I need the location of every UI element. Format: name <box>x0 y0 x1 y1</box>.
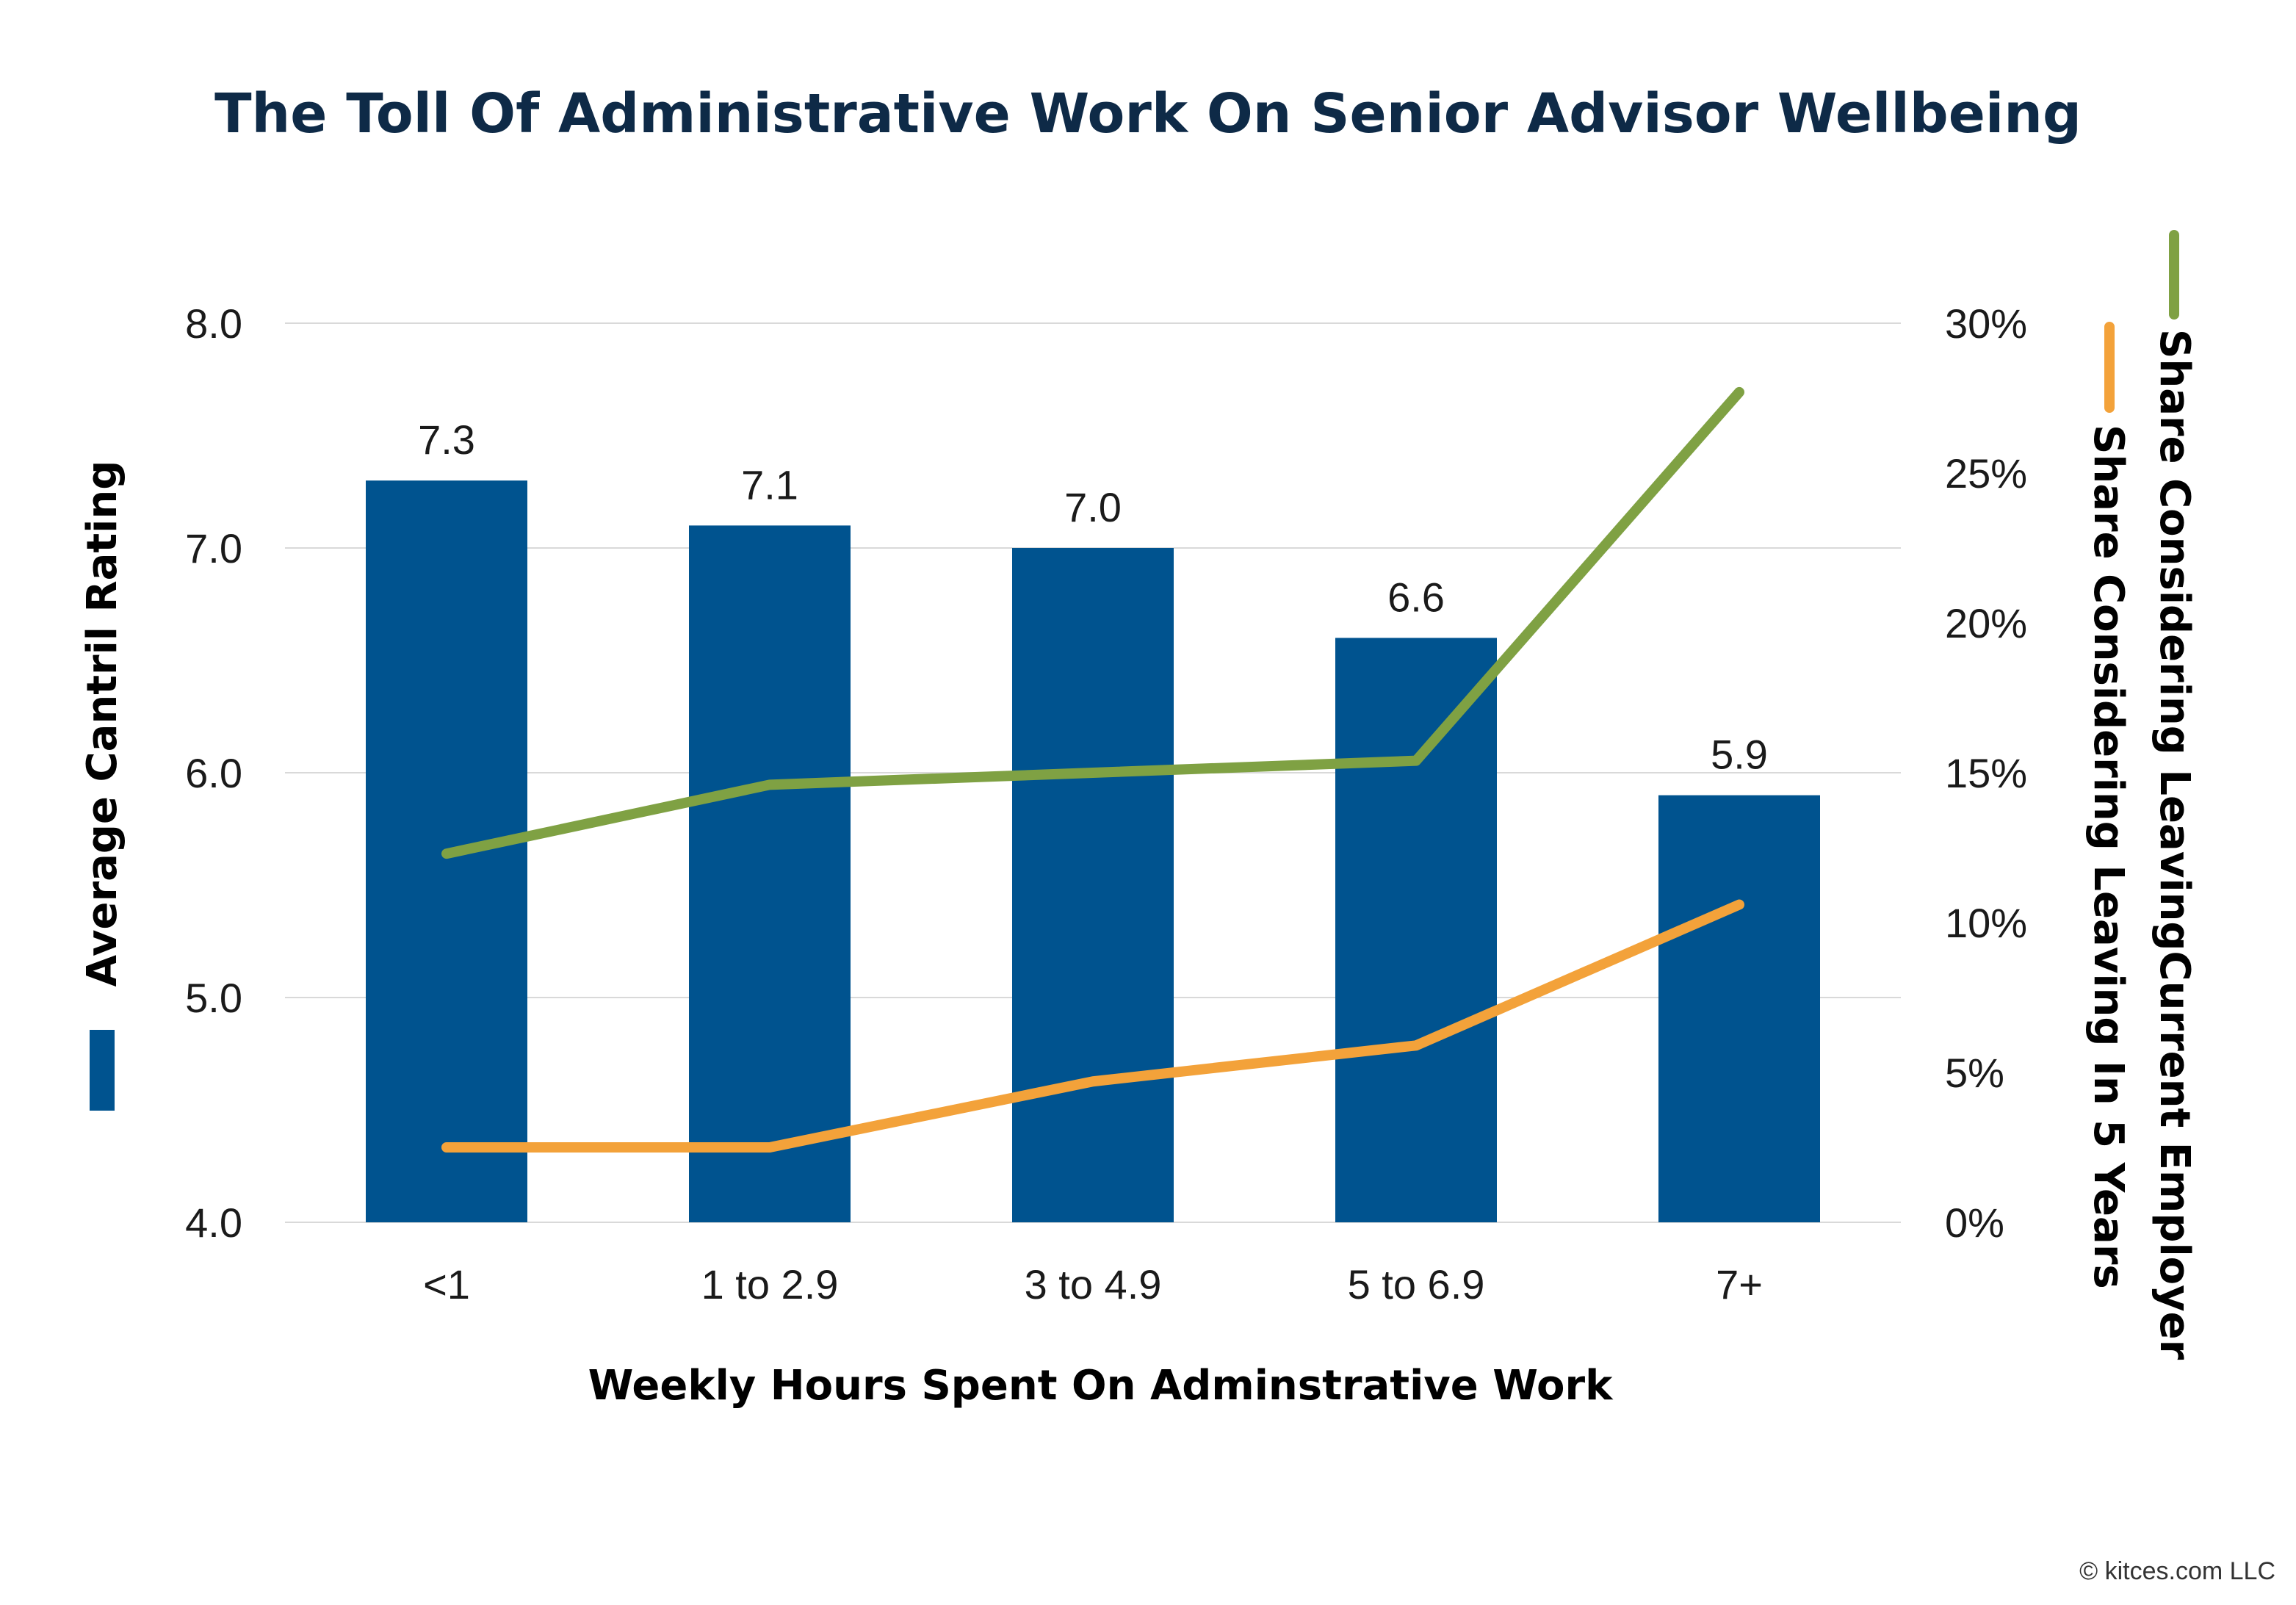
bar-data-label: 5.9 <box>1711 732 1768 778</box>
left-axis-legend-swatch <box>90 1030 115 1111</box>
x-axis-tick-label: 7+ <box>1716 1261 1763 1308</box>
right-axis-title-2-group: Share Considering Leaving In 5 Years <box>2084 322 2132 1289</box>
x-axis-tick-label: 5 to 6.9 <box>1348 1261 1485 1308</box>
bar <box>1658 795 1820 1222</box>
bar <box>689 525 851 1222</box>
left-axis-tick-label: 8.0 <box>185 300 242 347</box>
series-line-2 <box>441 899 1744 1153</box>
right-axis-tick-label: 15% <box>1945 750 2027 796</box>
right-axis-title-1-group: Share Considering LeavingCurrent Employe… <box>2151 230 2198 1360</box>
right-axis-title-2: Share Considering Leaving In 5 Years <box>2084 425 2132 1289</box>
bar-data-label: 7.3 <box>418 416 475 463</box>
chart-title: The Toll Of Administrative Work On Senio… <box>214 82 2082 145</box>
x-axis-tick-label: <1 <box>423 1261 470 1308</box>
right-axis-tick-label: 0% <box>1945 1200 2004 1246</box>
left-axis-title: Average Cantril Rating <box>79 461 126 987</box>
bar-data-labels: 7.3 7.1 7.0 6.6 5.9 <box>418 416 1768 777</box>
x-axis-title: Weekly Hours Spent On Adminstrative Work <box>588 1362 1614 1410</box>
right-axis-title-1: Share Considering LeavingCurrent Employe… <box>2151 329 2198 1360</box>
bars <box>366 480 1820 1222</box>
bar-data-label: 7.1 <box>741 461 798 508</box>
right-axis-tick-label: 20% <box>1945 600 2027 646</box>
left-axis-tick-label: 5.0 <box>185 975 242 1021</box>
x-axis-tick-label: 1 to 2.9 <box>701 1261 839 1308</box>
lines <box>441 386 1744 1153</box>
bar <box>1012 548 1174 1222</box>
right-axis-tick-label: 25% <box>1945 450 2027 497</box>
bar-data-label: 6.6 <box>1387 574 1445 620</box>
left-axis-tick-label: 7.0 <box>185 525 242 571</box>
left-axis-ticks: 4.0 5.0 6.0 7.0 8.0 <box>185 300 242 1246</box>
right-axis-tick-label: 5% <box>1945 1050 2004 1096</box>
credit: © kitces.com LLC <box>2079 1557 2275 1585</box>
right-axis-tick-label: 30% <box>1945 300 2027 347</box>
left-axis-tick-label: 6.0 <box>185 750 242 796</box>
x-axis-tick-label: 3 to 4.9 <box>1025 1261 1162 1308</box>
right-axis-ticks: 0% 5% 10% 15% 20% 25% 30% <box>1945 300 2027 1246</box>
bar-data-label: 7.0 <box>1064 484 1122 530</box>
left-axis-tick-label: 4.0 <box>185 1200 242 1246</box>
x-axis-ticks: <1 1 to 2.9 3 to 4.9 5 to 6.9 7+ <box>423 1261 1763 1308</box>
bar <box>1335 638 1497 1222</box>
right-axis-tick-label: 10% <box>1945 900 2027 946</box>
series-line-1 <box>441 386 1744 859</box>
left-axis-title-group: Average Cantril Rating <box>79 461 126 1111</box>
